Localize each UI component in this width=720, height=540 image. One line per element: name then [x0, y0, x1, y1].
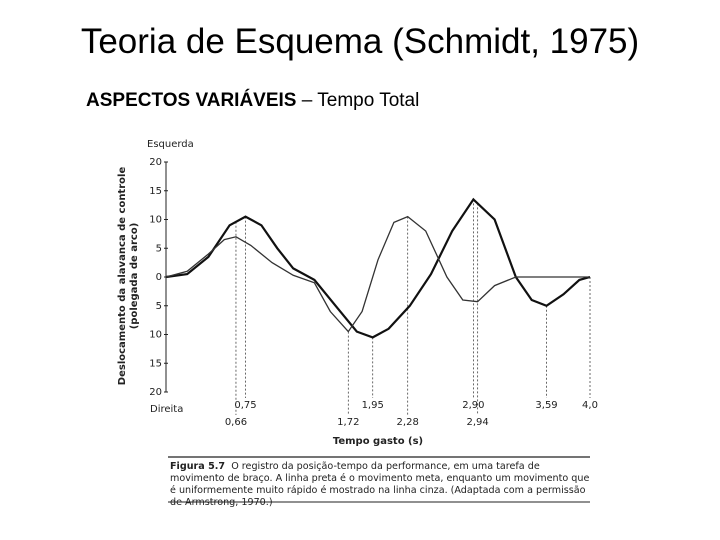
y-tick-label: 15: [149, 186, 162, 197]
bottom-label: Direita: [150, 404, 183, 415]
subtitle-bold: ASPECTOS VARIÁVEIS: [86, 90, 297, 111]
x-tick-label: 1,72: [337, 417, 359, 428]
y-tick-label: 5: [156, 243, 162, 254]
x-tick-label: 0,66: [225, 417, 247, 428]
y-tick-label: 20: [149, 157, 162, 168]
caption: Figura 5.7 O registro da posição-tempo d…: [170, 461, 590, 509]
subtitle-rest: – Tempo Total: [301, 90, 420, 111]
series-line: [165, 197, 591, 339]
x-tick-label: 0,75: [234, 400, 256, 411]
y-tick-label: 5: [156, 301, 162, 312]
x-tick-label: 4,0: [582, 400, 598, 411]
x-axis-label: Tempo gasto (s): [333, 436, 423, 447]
y-tick-label: 20: [149, 387, 162, 398]
x-tick-label: 2,28: [397, 417, 419, 428]
x-tick-label: 3,59: [535, 400, 557, 411]
caption-text: O registro da posição-tempo da performan…: [170, 461, 590, 508]
top-label: Esquerda: [147, 139, 194, 150]
y-tick-label: 15: [149, 358, 162, 369]
y-axis-label: Deslocamento da alavanca de controle: [117, 167, 128, 386]
x-tick-label: 2,94: [467, 417, 489, 428]
y-tick-label: 10: [149, 215, 162, 226]
caption-label: Figura 5.7: [170, 461, 226, 472]
slide-title: Teoria de Esquema (Schmidt, 1975): [80, 22, 640, 61]
y-axis-label: (polegada de arco): [129, 223, 140, 330]
x-tick-label: 2,90: [462, 400, 484, 411]
slide-subtitle: ASPECTOS VARIÁVEIS – Tempo Total: [86, 90, 419, 112]
y-tick-label: 0: [156, 272, 162, 283]
x-tick-label: 1,95: [362, 400, 384, 411]
y-tick-label: 10: [149, 330, 162, 341]
series-line: [165, 215, 590, 333]
